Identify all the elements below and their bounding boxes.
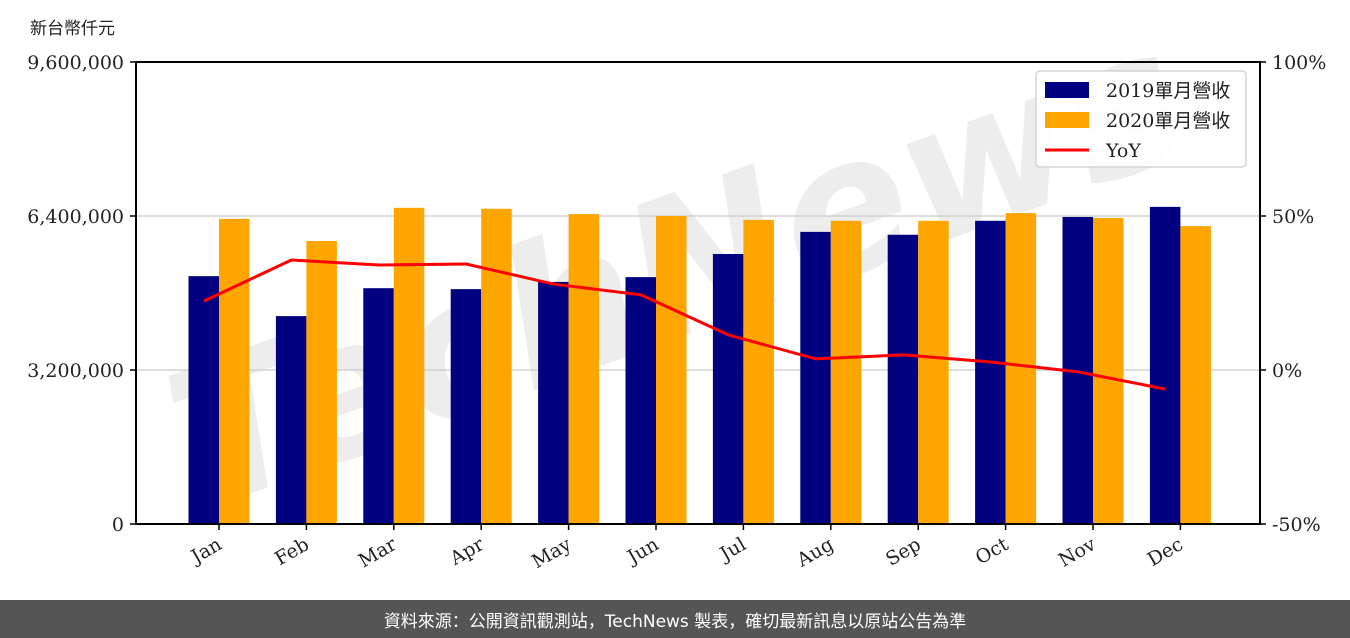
x-tick-label: Sep <box>882 533 925 570</box>
bar-2019 <box>800 231 831 524</box>
right-tick-label: 50% <box>1272 206 1314 228</box>
bar-2019 <box>1149 206 1181 524</box>
x-tick-label: Aug <box>792 533 837 572</box>
bar-2019 <box>188 276 219 524</box>
right-tick-label: 100% <box>1272 52 1326 74</box>
left-tick-label: 3,200,000 <box>27 360 124 382</box>
x-tick-label: Dec <box>1144 533 1187 571</box>
bar-2020 <box>481 208 512 524</box>
x-tick-label: Feb <box>271 533 313 570</box>
bar-2020 <box>918 220 949 524</box>
left-tick-label: 6,400,000 <box>27 206 124 228</box>
bar-2019 <box>450 289 482 524</box>
yoy-line <box>203 258 1166 391</box>
x-tick-label: May <box>528 533 575 573</box>
bar-2019 <box>625 277 656 524</box>
legend-swatch <box>1045 82 1089 98</box>
y-axis-unit-label: 新台幣仟元 <box>30 19 115 39</box>
legend-label: YoY <box>1105 140 1141 162</box>
bar-2020 <box>743 219 774 524</box>
bar-2019 <box>363 288 394 524</box>
bar-2020 <box>1005 213 1037 525</box>
bar-2020 <box>568 214 600 524</box>
legend-label: 2020單月營收 <box>1106 110 1230 132</box>
source-footer: 資料來源：公開資訊觀測站，TechNews 製表，確切最新訊息以原站公告為準 <box>0 600 1350 638</box>
x-tick-label: Apr <box>446 533 489 570</box>
right-tick-label: -50% <box>1272 514 1321 536</box>
left-tick-label: 9,600,000 <box>27 52 124 74</box>
bar-2019 <box>887 234 919 525</box>
x-tick-label: Oct <box>972 533 1013 569</box>
x-tick-label: Jul <box>715 533 750 566</box>
bar-2019 <box>975 220 1006 524</box>
bar-2020 <box>393 207 425 524</box>
right-tick-label: 0% <box>1272 360 1302 382</box>
bar-2019 <box>275 316 307 524</box>
bar-2019 <box>538 281 569 524</box>
legend-swatch <box>1045 112 1089 128</box>
left-tick-label: 0 <box>112 514 124 536</box>
bar-2020 <box>1180 226 1211 524</box>
legend-label: 2019單月營收 <box>1106 80 1230 102</box>
x-tick-label: Jun <box>622 533 663 569</box>
bar-2020 <box>830 220 862 524</box>
bar-2020 <box>306 241 337 524</box>
x-tick-label: Mar <box>355 533 401 572</box>
bar-2020 <box>656 216 687 524</box>
revenue-chart: TechNews03,200,0006,400,0009,600,000-50%… <box>27 0 1326 573</box>
bar-2020 <box>1093 217 1124 525</box>
plot-frame <box>135 61 1261 525</box>
bar-2020 <box>219 218 250 524</box>
x-tick-label: Nov <box>1055 533 1100 572</box>
bar-2019 <box>712 254 744 525</box>
